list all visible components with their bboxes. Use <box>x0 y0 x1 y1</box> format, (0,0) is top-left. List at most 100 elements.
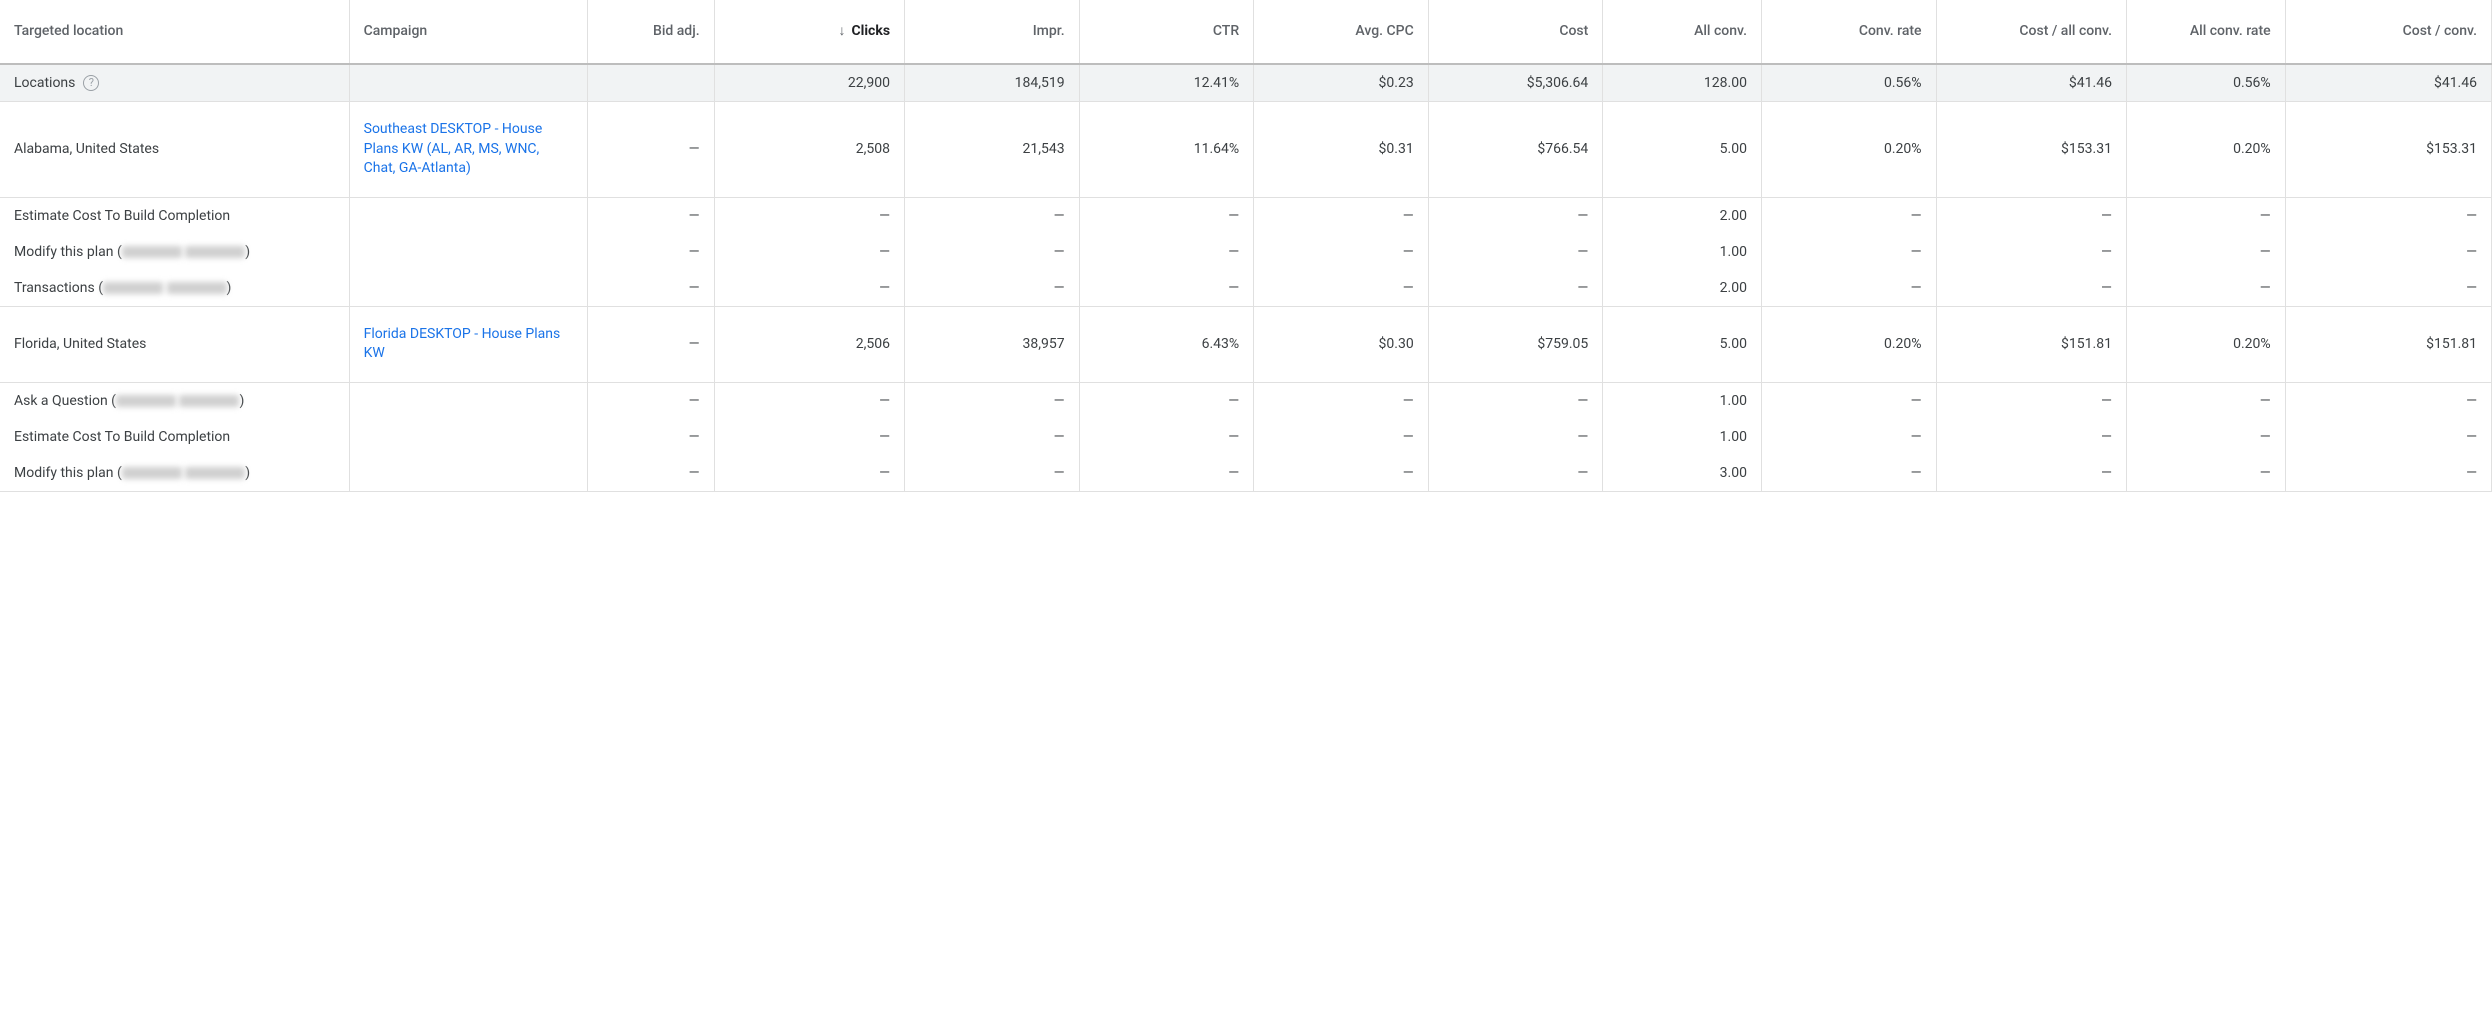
cell-location: Florida, United States <box>0 306 349 382</box>
col-header-cost-conv[interactable]: Cost / conv. <box>2285 0 2491 64</box>
cell-all_cr: — <box>2126 455 2285 492</box>
cell-cost: — <box>1428 234 1603 270</box>
redacted-text: xxxxxx <box>185 467 245 479</box>
cell-conv_rate: 0.20% <box>1761 306 1936 382</box>
col-header-cost-all-conv[interactable]: Cost / all conv. <box>1936 0 2126 64</box>
cell-clicks: — <box>714 270 904 307</box>
cell-ctr: 11.64% <box>1079 102 1254 198</box>
col-header-cost[interactable]: Cost <box>1428 0 1603 64</box>
cell-bid_adj: — <box>587 102 714 198</box>
summary-bid_adj <box>587 64 714 102</box>
cell-clicks: — <box>714 197 904 234</box>
cell-campaign <box>349 270 587 307</box>
redacted-text: xxxxxx <box>122 246 182 258</box>
cell-clicks: — <box>714 419 904 455</box>
redacted-text: xxxxxx <box>103 282 163 294</box>
col-header-avg-cpc[interactable]: Avg. CPC <box>1254 0 1429 64</box>
cell-campaign <box>349 234 587 270</box>
sort-desc-icon: ↓ <box>838 23 845 39</box>
col-header-all-conv[interactable]: All conv. <box>1603 0 1762 64</box>
cell-bid_adj: — <box>587 455 714 492</box>
cell-bid_adj: — <box>587 419 714 455</box>
cell-conv_rate: 0.20% <box>1761 102 1936 198</box>
campaign-link[interactable]: Southeast DESKTOP - House Plans KW (AL, … <box>364 120 573 179</box>
col-header-clicks-label: Clicks <box>851 23 890 39</box>
cell-ctr: — <box>1079 455 1254 492</box>
cell-campaign: Florida DESKTOP - House Plans KW <box>349 306 587 382</box>
cell-all_cr: 0.20% <box>2126 102 2285 198</box>
help-icon[interactable]: ? <box>83 75 99 91</box>
cell-avg_cpc: $0.30 <box>1254 306 1429 382</box>
cell-clicks: 2,508 <box>714 102 904 198</box>
cell-cost_conv: $153.31 <box>2285 102 2491 198</box>
table-subrow: Estimate Cost To Build Completion——————2… <box>0 197 2492 234</box>
redacted-text: xxxxxx <box>179 395 239 407</box>
table-subrow: Transactions (xxxxxx xxxxxx)——————2.00——… <box>0 270 2492 307</box>
summary-all_conv: 128.00 <box>1603 64 1762 102</box>
cell-all_conv: 2.00 <box>1603 270 1762 307</box>
table-row: Florida, United States Florida DESKTOP - … <box>0 306 2492 382</box>
cell-campaign <box>349 382 587 419</box>
cell-campaign: Southeast DESKTOP - House Plans KW (AL, … <box>349 102 587 198</box>
cell-cost_all: $153.31 <box>1936 102 2126 198</box>
cell-all_cr: — <box>2126 419 2285 455</box>
cell-all_conv: 1.00 <box>1603 234 1762 270</box>
cell-cost: — <box>1428 197 1603 234</box>
cell-cost_all: — <box>1936 197 2126 234</box>
summary-cost: $5,306.64 <box>1428 64 1603 102</box>
col-header-location[interactable]: Targeted location <box>0 0 349 64</box>
cell-ctr: — <box>1079 234 1254 270</box>
redacted-text: xxxxxx <box>185 246 245 258</box>
cell-all_cr: — <box>2126 270 2285 307</box>
cell-all_conv: 1.00 <box>1603 382 1762 419</box>
col-header-bid-adj[interactable]: Bid adj. <box>587 0 714 64</box>
redacted-text: xxxxxx <box>116 395 176 407</box>
summary-label: Locations <box>14 75 75 91</box>
cell-all_cr: — <box>2126 382 2285 419</box>
cell-impr: — <box>905 455 1080 492</box>
col-header-ctr[interactable]: CTR <box>1079 0 1254 64</box>
table-subrow: Modify this plan (xxxxxx xxxxxx)——————3.… <box>0 455 2492 492</box>
cell-all_conv: 5.00 <box>1603 102 1762 198</box>
cell-all_cr: — <box>2126 234 2285 270</box>
cell-avg_cpc: — <box>1254 382 1429 419</box>
cell-cost_conv: — <box>2285 197 2491 234</box>
cell-location: Estimate Cost To Build Completion <box>0 419 349 455</box>
col-header-all-conv-rate[interactable]: All conv. rate <box>2126 0 2285 64</box>
cell-cost: — <box>1428 455 1603 492</box>
cell-cost: — <box>1428 419 1603 455</box>
cell-impr: — <box>905 197 1080 234</box>
summary-ctr: 12.41% <box>1079 64 1254 102</box>
summary-cost_conv: $41.46 <box>2285 64 2491 102</box>
summary-conv_rate: 0.56% <box>1761 64 1936 102</box>
summary-campaign <box>349 64 587 102</box>
cell-cost_all: — <box>1936 234 2126 270</box>
cell-location: Estimate Cost To Build Completion <box>0 197 349 234</box>
cell-campaign <box>349 419 587 455</box>
col-header-clicks[interactable]: ↓ Clicks <box>714 0 904 64</box>
col-header-impr[interactable]: Impr. <box>905 0 1080 64</box>
cell-cost_conv: — <box>2285 234 2491 270</box>
col-header-campaign[interactable]: Campaign <box>349 0 587 64</box>
cell-ctr: 6.43% <box>1079 306 1254 382</box>
cell-bid_adj: — <box>587 197 714 234</box>
campaign-link[interactable]: Florida DESKTOP - House Plans KW <box>364 325 573 364</box>
summary-impr: 184,519 <box>905 64 1080 102</box>
table-subrow: Modify this plan (xxxxxx xxxxxx)——————1.… <box>0 234 2492 270</box>
cell-cost_conv: — <box>2285 419 2491 455</box>
cell-campaign <box>349 455 587 492</box>
col-header-conv-rate[interactable]: Conv. rate <box>1761 0 1936 64</box>
cell-campaign <box>349 197 587 234</box>
cell-conv_rate: — <box>1761 197 1936 234</box>
cell-conv_rate: — <box>1761 455 1936 492</box>
summary-clicks: 22,900 <box>714 64 904 102</box>
redacted-text: xxxxxx <box>167 282 227 294</box>
cell-avg_cpc: — <box>1254 455 1429 492</box>
cell-avg_cpc: — <box>1254 234 1429 270</box>
cell-cost: — <box>1428 382 1603 419</box>
cell-impr: — <box>905 270 1080 307</box>
cell-conv_rate: — <box>1761 234 1936 270</box>
cell-avg_cpc: — <box>1254 197 1429 234</box>
cell-impr: — <box>905 234 1080 270</box>
cell-cost_conv: — <box>2285 455 2491 492</box>
